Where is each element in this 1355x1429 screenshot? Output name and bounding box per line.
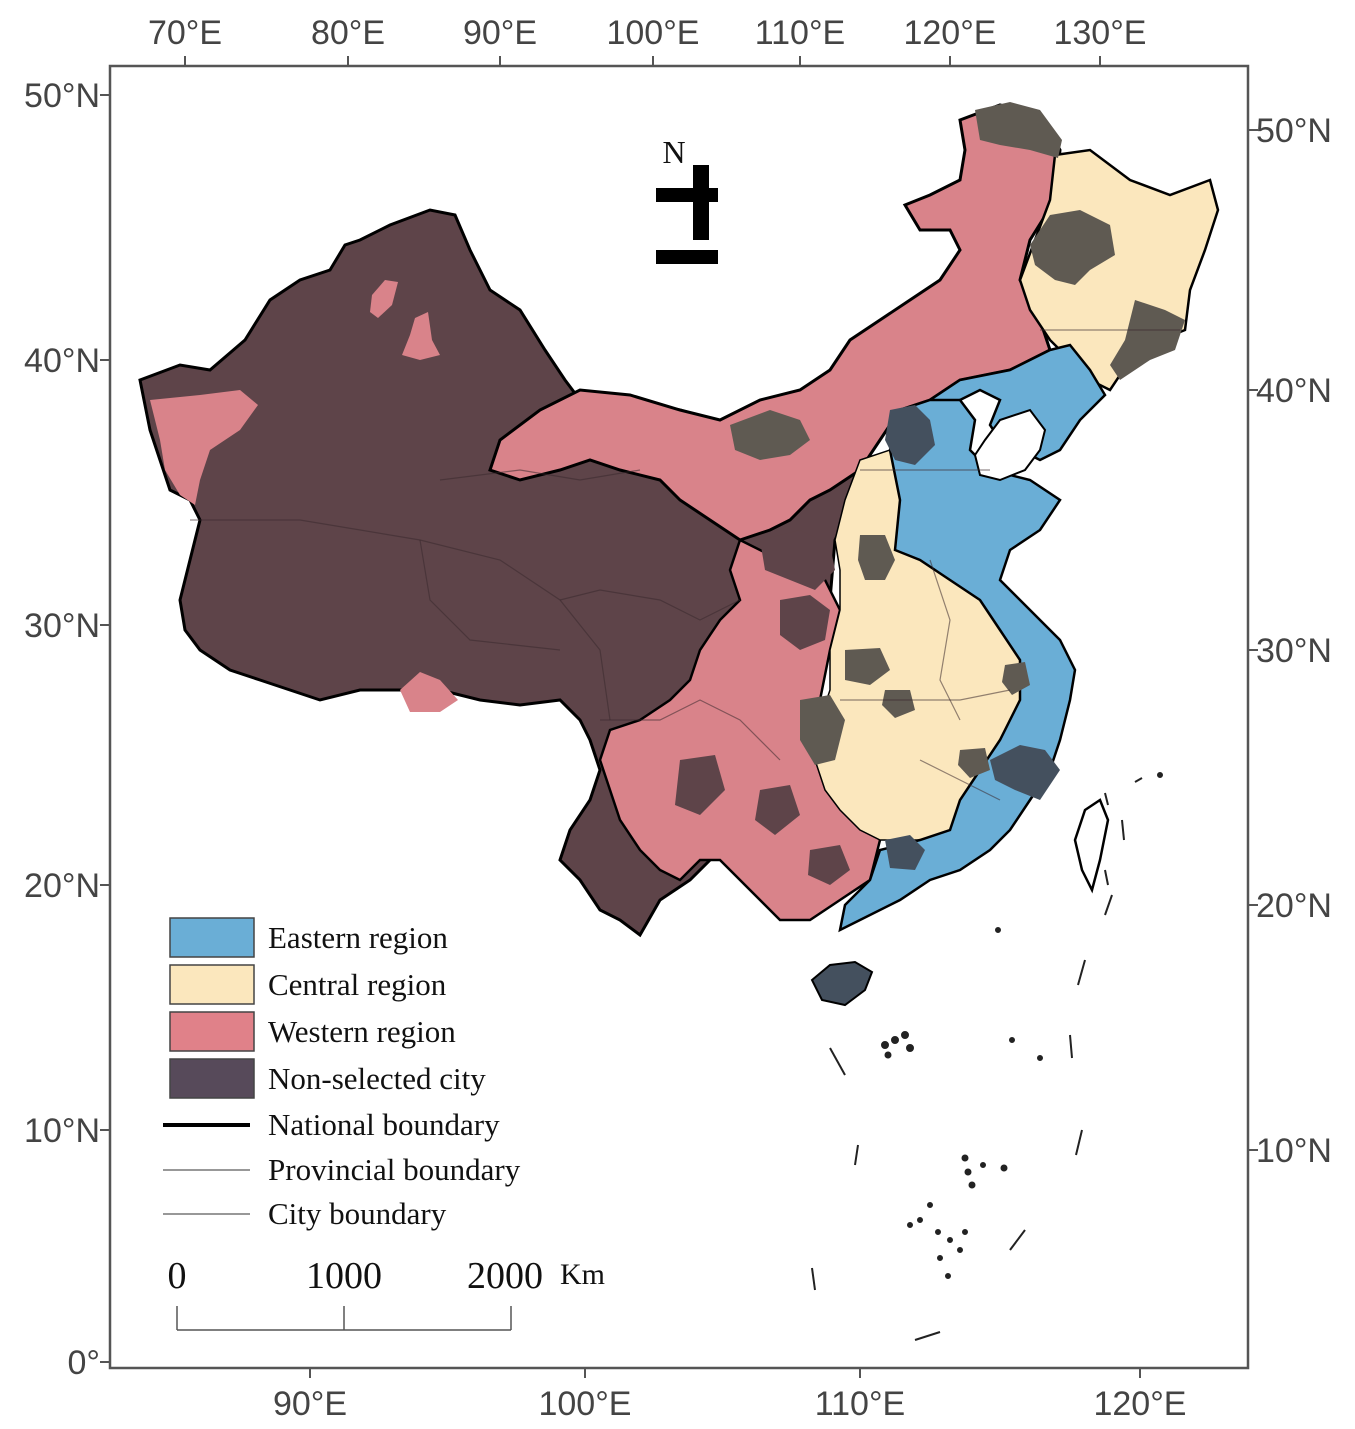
right-tick-label: 50°N xyxy=(1256,112,1332,150)
provincial-boundary-3 xyxy=(419,539,561,651)
western-patch-kashgar xyxy=(150,390,258,505)
bottom-tick-label: 120°E xyxy=(1093,1385,1186,1423)
non-selected-patch-fujian-slate xyxy=(990,745,1060,800)
north-arrow: N xyxy=(656,134,718,264)
non-selected-patch-inner-mongolia xyxy=(730,410,810,460)
non-selected-patch-shaanxi xyxy=(760,530,835,590)
legend: Eastern region Central region Western regi… xyxy=(163,917,521,1231)
provincial-boundary-8 xyxy=(919,759,1001,801)
north-arrow-crossbar xyxy=(656,188,718,202)
non-selected-patch-heilongjiang-center xyxy=(1030,210,1115,285)
western-patch-lhasa xyxy=(400,672,458,712)
non-selected-patch-shanxi xyxy=(858,535,895,580)
legend-label: Eastern region xyxy=(268,920,448,955)
taiwan-island xyxy=(1073,798,1110,894)
western-patch-urumqi xyxy=(402,312,440,360)
top-tick-label: 130°E xyxy=(1053,14,1146,52)
bottom-tick-label: 90°E xyxy=(273,1385,347,1423)
non-selected-patch-hubei xyxy=(845,648,890,685)
non-selected-patch-hunan xyxy=(800,695,845,765)
top-tick-label: 120°E xyxy=(903,14,996,52)
legend-swatch xyxy=(169,1058,255,1099)
provincial-boundary-5 xyxy=(600,699,781,761)
bottom-tick-label: 100°E xyxy=(538,1385,631,1423)
legend-label: National boundary xyxy=(268,1107,500,1142)
legend-swatch xyxy=(169,1011,255,1052)
top-tick-label: 100°E xyxy=(606,14,699,52)
top-tick-label: 90°E xyxy=(463,14,537,52)
non-selected-patch-anhui xyxy=(1002,662,1030,695)
left-tick-label: 30°N xyxy=(24,607,100,645)
provincial-boundary-1 xyxy=(439,469,641,481)
non-selected-patch-central-2 xyxy=(958,748,990,778)
top-tick-label: 80°E xyxy=(311,14,385,52)
north-arrow-label: N xyxy=(662,134,685,170)
non-selected-patch-central-1 xyxy=(882,690,915,718)
provincial-boundary-4 xyxy=(559,589,741,621)
right-tick-label: 20°N xyxy=(1256,887,1332,925)
top-tick-label: 70°E xyxy=(148,14,222,52)
scale-bar-unit: Km xyxy=(560,1258,605,1291)
left-tick-label: 0° xyxy=(67,1344,100,1382)
left-tick-label: 10°N xyxy=(24,1112,100,1150)
china-landmass xyxy=(138,102,1220,1341)
scale-bar: 0 1000 2000 Km xyxy=(168,1255,605,1331)
left-tick-label: 50°N xyxy=(24,77,100,115)
scale-bar-label: 0 xyxy=(168,1255,187,1297)
non-selected-patch-guangxi xyxy=(808,845,850,885)
south-china-sea-islands xyxy=(811,772,1163,1341)
scale-bar-label: 1000 xyxy=(306,1255,382,1297)
north-arrow-stem xyxy=(693,165,709,240)
scale-bar-label: 2000 xyxy=(467,1255,543,1297)
top-tick-label: 110°E xyxy=(755,14,845,52)
hainan-island xyxy=(810,960,874,1007)
right-tick-label: 40°N xyxy=(1256,372,1332,410)
axes: 70°E 80°E 90°E 100°E 110°E 120°E 130°E 90°E 100°… xyxy=(24,14,1332,1423)
legend-label: City boundary xyxy=(268,1196,447,1231)
north-arrow-base xyxy=(656,250,718,264)
left-tick-label: 40°N xyxy=(24,342,100,380)
bohai-sea xyxy=(973,408,1047,482)
non-selected-patch-jilin-east xyxy=(1110,300,1185,380)
western-patch-karamay xyxy=(370,280,398,318)
provincial-boundary-2 xyxy=(190,519,611,721)
non-selected-patch-guangdong-slate xyxy=(885,835,925,870)
non-selected-patch-hebei-slate xyxy=(885,405,935,465)
non-selected-patch-yunnan-1 xyxy=(675,755,725,815)
legend-label: Central region xyxy=(268,967,447,1002)
legend-swatch xyxy=(169,964,255,1005)
non-selected-patch-heilongjiang-north xyxy=(975,102,1062,158)
right-tick-label: 10°N xyxy=(1256,1132,1332,1170)
left-tick-label: 20°N xyxy=(24,867,100,905)
non-selected-patch-yunnan-2 xyxy=(755,785,800,835)
provincial-boundary-7 xyxy=(840,689,1011,701)
right-tick-label: 30°N xyxy=(1256,632,1332,670)
legend-label: Provincial boundary xyxy=(268,1152,521,1187)
bottom-tick-label: 110°E xyxy=(815,1385,905,1423)
legend-label: Non-selected city xyxy=(268,1061,486,1096)
non-selected-patch-chongqing xyxy=(780,595,830,650)
legend-swatch xyxy=(169,917,255,958)
eastern-region-coast xyxy=(838,398,1077,933)
legend-label: Western region xyxy=(268,1014,456,1049)
